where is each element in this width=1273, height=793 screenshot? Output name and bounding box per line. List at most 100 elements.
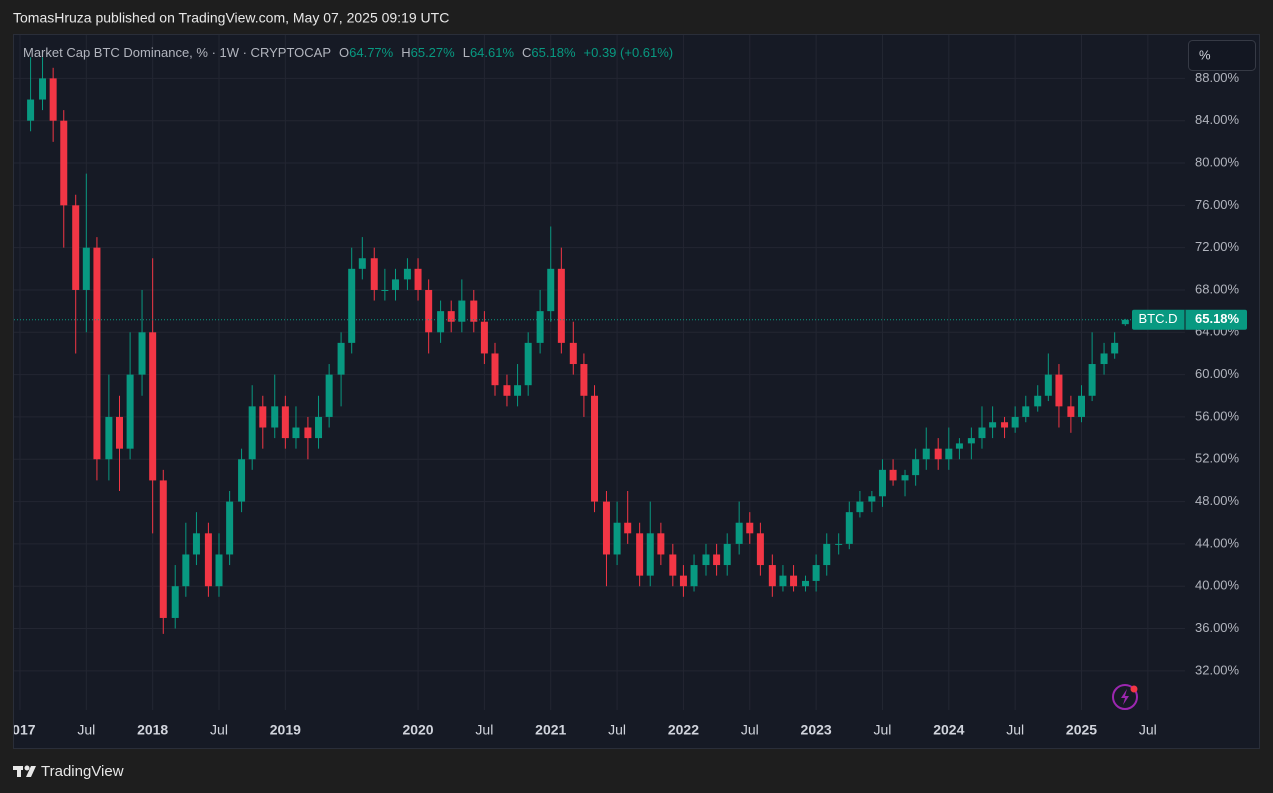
candle-body [1001,422,1009,428]
y-tick-label: 88.00% [1195,70,1240,85]
candle-body [292,427,300,439]
candle-body [790,575,798,587]
x-tick-label: Jul [1139,722,1157,738]
x-tick-label: 2017 [4,722,35,738]
y-tick-label: 68.00% [1195,281,1240,296]
candle-body [281,406,289,439]
candle-body [226,501,234,555]
candle-body [524,342,532,386]
candle-body [72,205,80,290]
candle-body [470,300,478,322]
candle-body [713,554,721,566]
c-value: 65.18% [531,45,576,60]
l-value: 64.61% [470,45,515,60]
candle-body [425,289,433,333]
candle-body [823,543,831,566]
symbol-title: Market Cap BTC Dominance, % · 1W · CRYPT… [23,45,331,60]
last-symbol: BTC.D [1139,311,1178,326]
candle-body [569,342,577,365]
candle-body [690,565,698,587]
candle-body [679,575,687,587]
candle-body [702,554,710,566]
candle-body [1011,416,1019,428]
chart-pane [13,34,1260,749]
bolt [1121,689,1129,705]
x-tick-label: 2025 [1066,722,1097,738]
candle-body [746,522,754,534]
scale-button[interactable] [1188,40,1256,71]
y-tick-label: 72.00% [1195,239,1240,254]
candle-body [580,364,588,396]
candle-body [889,469,897,481]
candle-body [480,321,488,354]
candle-body [182,554,190,587]
candle-body [868,496,876,502]
candle-body [159,480,167,618]
candle-body [447,311,455,322]
candle-body [934,448,942,460]
candle-body [93,247,101,460]
candle-body [955,443,963,449]
candle-body [325,374,333,417]
y-tick-label: 56.00% [1195,408,1240,423]
candle-body [878,469,886,497]
y-tick-label: 76.00% [1195,197,1240,212]
x-tick-label: Jul [210,722,228,738]
candle-body [1088,364,1096,396]
candle-body [60,120,68,206]
candle-body [779,575,787,587]
candle-body [1067,406,1075,417]
candle-body [856,501,864,513]
candle-body [115,416,123,449]
candle-body [835,543,843,545]
candle-body [1034,395,1042,407]
candle-body [723,543,731,566]
o-label: O [339,45,349,60]
x-tick-label: Jul [741,722,759,738]
candle-body [812,565,820,581]
candle-body [192,533,200,555]
candle-body [756,533,764,566]
y-tick-label: 48.00% [1195,493,1240,508]
alert-dot [1130,685,1138,693]
candle-body [624,522,632,534]
candle-body [238,459,246,502]
candle-body [1055,374,1063,407]
candle-body [613,522,621,555]
candle-body [414,268,422,290]
y-tick-label: 44.00% [1195,535,1240,550]
footer-brand: TradingView [41,763,124,780]
candle-body [1100,353,1108,365]
candle-body [149,332,157,481]
y-tick-label: 60.00% [1195,366,1240,381]
candle-body [1111,342,1119,354]
candle-body [845,512,853,544]
candle-body [215,554,223,587]
candle-body [126,374,134,449]
candle-body [370,258,378,290]
candle-body [514,385,522,396]
candle-body [39,78,47,100]
alert-icon[interactable] [1112,684,1138,710]
x-tick-label: Jul [874,722,892,738]
candle-body [989,422,997,428]
candle-body [602,501,610,555]
x-tick-label: 2024 [933,722,964,738]
y-axis: 32.00% 36.00% 40.00% 44.00% 48.00% 52.00% 56.0… [1195,70,1240,677]
candle-body [204,533,212,587]
x-tick-label: 2020 [402,722,433,738]
candle-body [248,406,256,460]
candle-body [49,78,57,121]
candle-body [922,448,930,460]
candle-body [1044,374,1052,396]
candle-body [458,300,466,322]
y-tick-label: 40.00% [1195,578,1240,593]
x-tick-label: 2021 [535,722,566,738]
candle-body [967,438,975,444]
l-label: L [463,45,470,60]
candle-body [636,533,644,576]
x-tick-label: Jul [77,722,95,738]
scale-button-label[interactable]: % [1199,47,1211,62]
candle-body [138,332,146,375]
